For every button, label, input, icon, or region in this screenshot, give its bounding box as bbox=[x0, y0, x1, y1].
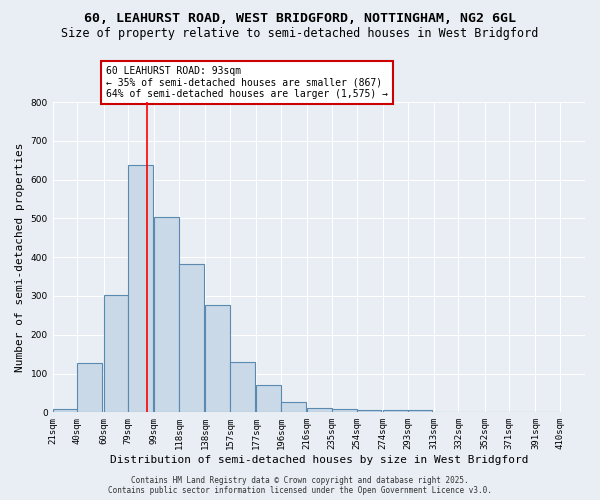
Text: 60, LEAHURST ROAD, WEST BRIDGFORD, NOTTINGHAM, NG2 6GL: 60, LEAHURST ROAD, WEST BRIDGFORD, NOTTI… bbox=[84, 12, 516, 26]
Bar bbox=[307, 408, 332, 412]
Bar bbox=[383, 410, 407, 412]
Bar bbox=[356, 410, 382, 412]
Bar bbox=[104, 295, 128, 412]
Bar bbox=[205, 304, 230, 412]
Text: Contains HM Land Registry data © Crown copyright and database right 2025.
Contai: Contains HM Land Registry data © Crown c… bbox=[108, 476, 492, 495]
Bar bbox=[281, 402, 306, 412]
X-axis label: Distribution of semi-detached houses by size in West Bridgford: Distribution of semi-detached houses by … bbox=[110, 455, 528, 465]
Text: Size of property relative to semi-detached houses in West Bridgford: Size of property relative to semi-detach… bbox=[61, 28, 539, 40]
Bar bbox=[77, 362, 102, 412]
Bar bbox=[128, 165, 153, 412]
Bar bbox=[179, 264, 204, 412]
Bar bbox=[230, 362, 255, 412]
Bar bbox=[332, 409, 356, 412]
Text: 60 LEAHURST ROAD: 93sqm
← 35% of semi-detached houses are smaller (867)
64% of s: 60 LEAHURST ROAD: 93sqm ← 35% of semi-de… bbox=[106, 66, 388, 99]
Bar bbox=[407, 410, 433, 412]
Bar bbox=[53, 409, 77, 412]
Bar bbox=[154, 217, 179, 412]
Y-axis label: Number of semi-detached properties: Number of semi-detached properties bbox=[15, 142, 25, 372]
Bar bbox=[256, 385, 281, 412]
